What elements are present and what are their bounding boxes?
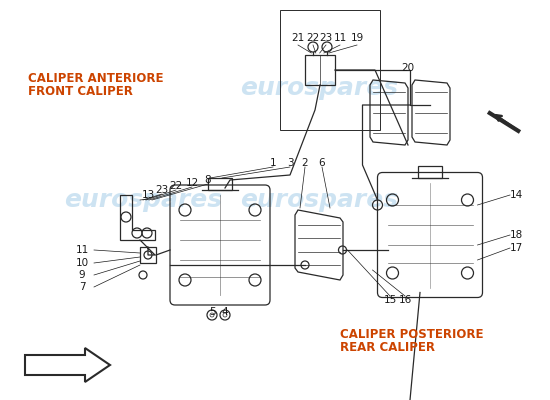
Text: FRONT CALIPER: FRONT CALIPER [28,85,133,98]
Bar [208,178,232,190]
Text: 1: 1 [270,158,276,168]
Text: 6: 6 [318,158,325,168]
Text: CALIPER ANTERIORE: CALIPER ANTERIORE [28,72,163,85]
Text: 11: 11 [75,245,89,255]
Bar [305,55,335,85]
Text: 11: 11 [333,33,346,43]
Text: 10: 10 [75,258,89,268]
Bar [280,10,380,130]
Text: eurospares: eurospares [64,188,222,212]
Text: 7: 7 [79,282,85,292]
Text: 4: 4 [222,307,228,317]
Text: REAR CALIPER: REAR CALIPER [340,341,435,354]
Text: 16: 16 [398,295,411,305]
Text: 19: 19 [350,33,364,43]
Bar [140,247,156,263]
Text: 2: 2 [302,158,309,168]
Text: 20: 20 [402,63,415,73]
Text: 22: 22 [306,33,320,43]
Text: 5: 5 [208,307,215,317]
Text: 23: 23 [320,33,333,43]
Text: 3: 3 [287,158,293,168]
Text: 9: 9 [79,270,85,280]
Text: 13: 13 [141,190,155,200]
Text: 22: 22 [169,181,183,191]
Text: 18: 18 [509,230,522,240]
Text: 15: 15 [383,295,397,305]
Text: CALIPER POSTERIORE: CALIPER POSTERIORE [340,328,483,341]
Text: eurospares: eurospares [240,76,398,100]
Text: 17: 17 [509,243,522,253]
Text: eurospares: eurospares [240,188,398,212]
Text: 12: 12 [185,178,199,188]
Bar [418,166,442,178]
Text: 23: 23 [155,185,169,195]
Text: 8: 8 [205,175,211,185]
Text: 14: 14 [509,190,522,200]
Text: 21: 21 [292,33,305,43]
